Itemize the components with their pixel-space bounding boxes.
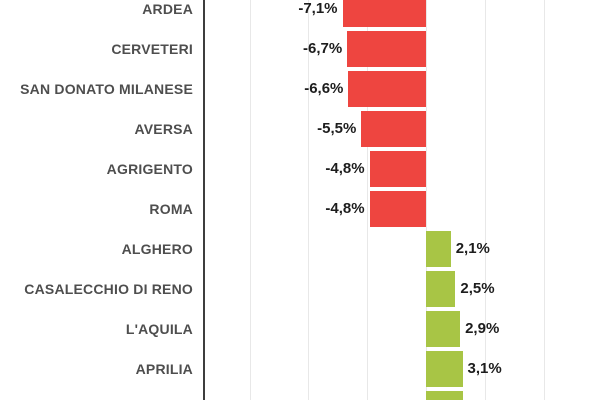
value-label: -5,5%: [317, 120, 357, 137]
negative-bar[interactable]: [347, 31, 426, 67]
negative-bar[interactable]: [369, 151, 426, 187]
gridline-5pct: [484, 0, 486, 400]
positive-bar[interactable]: [426, 311, 461, 347]
negative-bar[interactable]: [361, 111, 426, 147]
category-label: ROMA: [149, 201, 193, 217]
value-label: -4,8%: [325, 200, 365, 217]
category-label: APRILIA: [135, 361, 193, 377]
positive-bar[interactable]: [426, 351, 463, 387]
value-label: 2,9%: [465, 320, 500, 337]
value-label: -7,1%: [298, 0, 338, 17]
category-label: AGRIGENTO: [106, 161, 193, 177]
category-label: CERVETERI: [111, 41, 193, 57]
gridline--15pct: [249, 0, 251, 400]
category-label: ARDEA: [142, 1, 193, 17]
value-label: 3,1%: [467, 360, 502, 377]
category-label: SAN DONATO MILANESE: [20, 81, 193, 97]
category-label: CASALECCHIO DI RENO: [24, 281, 193, 297]
value-label: -6,6%: [304, 80, 344, 97]
value-label: 2,1%: [455, 240, 490, 257]
gridline--10pct: [308, 0, 310, 400]
axis-rule: [203, 0, 205, 400]
positive-bar[interactable]: [426, 231, 451, 267]
gridline-0pct: [426, 0, 427, 400]
value-label: 2,5%: [460, 280, 495, 297]
gridline--5pct: [367, 0, 369, 400]
negative-bar[interactable]: [369, 191, 426, 227]
negative-bar[interactable]: [348, 71, 426, 107]
value-label: -4,8%: [325, 160, 365, 177]
gridline-10pct: [543, 0, 545, 400]
negative-bar[interactable]: [342, 0, 426, 27]
positive-bar[interactable]: [426, 271, 456, 307]
category-label: AVERSA: [134, 121, 193, 137]
category-label: ALGHERO: [121, 241, 193, 257]
value-label: -6,7%: [303, 40, 343, 57]
category-label: L'AQUILA: [125, 321, 193, 337]
positive-bar-partial[interactable]: [426, 391, 463, 400]
